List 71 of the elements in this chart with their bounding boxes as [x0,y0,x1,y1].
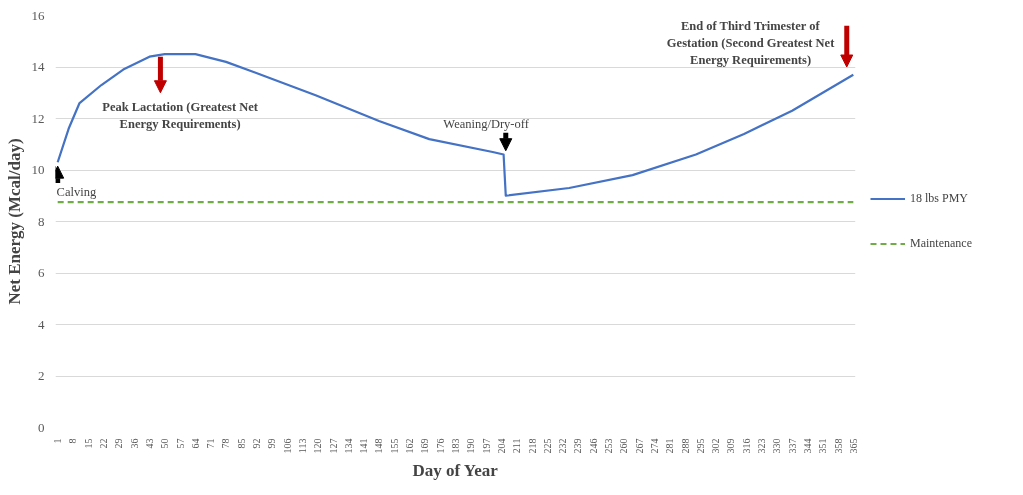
x-axis-title: Day of Year [412,461,499,481]
x-tick-label: 351 [817,438,829,454]
x-tick-label: 190 [465,438,477,454]
legend-label: Maintenance [910,235,972,251]
x-tick-label: 92 [251,438,263,449]
annotation: Calving [56,185,97,200]
x-tick-label: 253 [603,438,615,454]
annotation: Peak Lactation (Greatest Net Energy Requirements) [102,100,259,132]
x-tick-label: 358 [832,438,844,454]
x-tick-label: 232 [557,438,569,454]
x-tick-label: 8 [67,438,79,444]
x-tick-label: 148 [373,438,385,454]
x-tick-label: 99 [266,438,278,449]
x-tick-label: 50 [159,438,171,449]
x-tick-label: 246 [587,438,599,454]
x-tick-label: 323 [756,438,768,454]
x-tick-label: 78 [220,438,232,449]
x-tick-label: 365 [847,438,859,454]
x-tick-label: 274 [648,438,660,454]
x-tick-label: 204 [495,438,507,454]
x-tick-label: 218 [526,438,538,454]
annotation: Weaning/Dry-off [443,117,530,132]
x-tick-label: 22 [98,438,110,449]
x-tick-label: 71 [205,438,217,449]
annotation: End of Third Trimester of Gestation (Second Greatest Net Energy Requirements) [666,19,836,67]
x-tick-label: 295 [694,438,706,454]
x-tick-label: 127 [327,438,339,454]
x-tick-label: 211 [511,438,523,454]
y-tick-label: 4 [38,316,45,332]
y-tick-label: 16 [31,7,45,23]
x-tick-label: 113 [296,438,308,454]
y-tick-label: 12 [31,110,45,126]
y-tick-label: 6 [38,265,45,280]
x-tick-label: 106 [281,438,293,454]
x-tick-label: 169 [419,438,431,454]
x-tick-label: 64 [189,438,201,449]
x-tick-label: 302 [710,438,722,454]
x-tick-label: 15 [82,438,94,449]
x-tick-label: 57 [174,438,186,449]
x-tick-label: 316 [740,438,752,454]
x-tick-label: 281 [664,438,676,454]
legend-label: 18 lbs PMY [910,190,969,206]
x-tick-label: 344 [801,438,813,454]
y-tick-label: 0 [38,419,45,435]
x-tick-label: 155 [388,438,400,454]
x-tick-label: 36 [128,438,140,449]
y-tick-label: 8 [38,213,45,229]
x-tick-label: 309 [725,438,737,454]
y-tick-label: 10 [31,162,45,177]
x-tick-label: 162 [404,438,416,454]
x-tick-label: 260 [618,438,630,454]
y-axis-title: Net Energy (Mcal/day) [4,138,24,305]
y-tick-label: 14 [31,59,45,74]
x-tick-label: 141 [358,438,370,454]
x-tick-label: 330 [771,438,783,454]
x-tick-label: 85 [235,438,247,449]
x-tick-label: 337 [786,438,798,454]
x-tick-label: 120 [312,438,324,454]
x-tick-label: 43 [143,438,155,449]
x-tick-label: 176 [434,438,446,454]
x-tick-label: 134 [342,438,354,454]
x-tick-label: 288 [679,438,691,454]
x-tick-label: 29 [113,438,125,449]
x-tick-label: 183 [450,438,461,454]
line-series [56,53,855,197]
x-tick-label: 197 [480,438,492,454]
x-tick-label: 225 [541,438,553,454]
x-tick-label: 1 [52,438,64,444]
y-tick-label: 2 [38,368,45,383]
x-tick-label: 239 [572,438,584,454]
x-tick-label: 267 [633,438,645,454]
